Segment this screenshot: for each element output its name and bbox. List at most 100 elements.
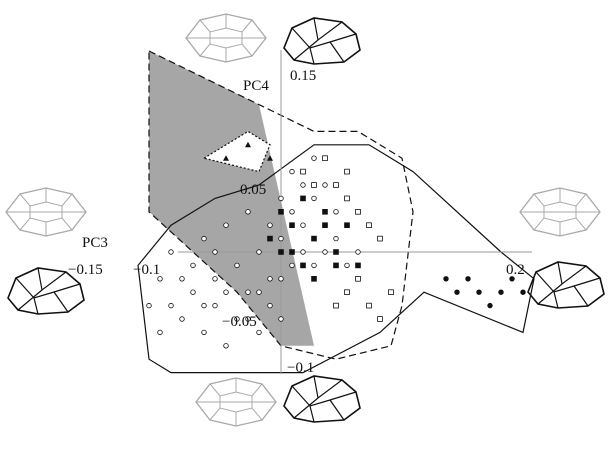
bottom-skull-dorsal-icon [195, 377, 277, 427]
data-point-filled-square [322, 222, 328, 229]
data-point-open-square [377, 316, 383, 322]
data-point-filled-square [355, 262, 361, 269]
data-point-open-circle [278, 276, 284, 282]
data-point-open-circle [146, 302, 152, 309]
data-point-open-circle [267, 276, 273, 282]
data-point-open-square [388, 289, 394, 295]
bottom-skull-lateral-icon [283, 375, 361, 423]
data-point-filled-square [333, 249, 339, 255]
data-point-open-circle [355, 249, 361, 255]
data-point-open-circle [179, 316, 185, 322]
right-skull-lateral-icon [527, 261, 605, 309]
data-point-open-circle [289, 209, 295, 215]
data-point-open-square [333, 182, 339, 188]
y-tick-label: 0.15 [290, 68, 316, 84]
data-point-filled-square [311, 275, 317, 282]
data-point-open-circle [267, 302, 273, 309]
data-point-open-circle [322, 182, 328, 188]
data-point-open-square [333, 302, 339, 309]
data-point-filled-square [300, 195, 306, 202]
points-layer [146, 141, 526, 349]
hulls-layer [137, 50, 535, 374]
data-point-open-circle [190, 262, 196, 269]
right-skull-dorsal-icon [519, 187, 601, 237]
data-point-filled-square [278, 208, 284, 215]
data-point-open-circle [201, 235, 207, 242]
data-point-open-circle [212, 302, 218, 309]
data-point-open-circle [322, 249, 328, 255]
data-point-filled-square [333, 262, 339, 269]
data-point-open-circle [267, 222, 273, 228]
data-point-open-circle [201, 329, 207, 336]
data-point-open-square [366, 302, 372, 309]
y-tick-label: −0.1 [287, 360, 314, 376]
data-point-filled-circle [509, 276, 515, 282]
data-point-filled-square [267, 235, 273, 242]
left-skull-dorsal-icon [5, 187, 87, 237]
data-point-open-circle [278, 195, 284, 202]
data-point-open-circle [344, 262, 350, 269]
hull-dotted-filled [202, 130, 271, 173]
data-point-open-circle [245, 316, 251, 322]
data-point-open-circle [278, 235, 284, 242]
data-point-filled-square [344, 222, 350, 229]
data-point-open-circle [234, 262, 240, 269]
data-point-open-square [344, 195, 350, 202]
data-point-open-circle [256, 289, 262, 295]
data-point-open-circle [311, 262, 317, 269]
data-point-open-circle [289, 168, 295, 175]
data-point-open-circle [223, 343, 229, 349]
data-point-open-circle [157, 276, 163, 282]
data-point-open-square [377, 235, 383, 242]
data-point-open-circle [168, 249, 174, 255]
data-point-open-circle [245, 289, 251, 295]
data-point-open-circle [223, 222, 229, 228]
hull-solid [137, 144, 535, 374]
data-point-open-circle [212, 249, 218, 255]
data-point-open-circle [190, 289, 196, 295]
top-skull-lateral-icon [283, 17, 361, 65]
data-point-open-circle [289, 262, 295, 269]
data-point-open-square [311, 182, 317, 188]
data-point-filled-triangle [223, 155, 229, 161]
data-point-filled-square [300, 262, 306, 269]
shaded-region [149, 51, 314, 346]
data-point-filled-circle [443, 276, 449, 282]
data-point-open-square [355, 208, 361, 215]
data-point-open-circle [234, 316, 240, 322]
data-point-open-square [366, 222, 372, 229]
data-point-open-circle [300, 249, 306, 255]
data-point-open-circle [179, 276, 185, 282]
data-point-filled-triangle [245, 141, 251, 148]
data-point-open-circle [201, 302, 207, 309]
x-axis-label: PC3 [82, 235, 108, 251]
x-tick-label: −0.1 [133, 262, 160, 278]
y-tick-label: 0.05 [240, 182, 266, 198]
data-point-filled-square [289, 222, 295, 229]
data-point-open-circle [256, 329, 262, 336]
data-point-open-circle [212, 276, 218, 282]
data-point-open-circle [278, 316, 284, 322]
data-point-filled-square [322, 208, 328, 215]
data-point-open-square [322, 155, 328, 162]
data-point-open-circle [157, 329, 163, 336]
data-point-filled-square [289, 249, 295, 255]
data-point-open-circle [245, 209, 251, 215]
data-point-filled-circle [487, 302, 493, 309]
data-point-open-circle [333, 235, 339, 242]
y-axis-label: PC4 [243, 78, 269, 94]
data-point-filled-square [311, 235, 317, 242]
y-tick-label: −0.05 [222, 314, 257, 330]
data-point-open-circle [333, 209, 339, 215]
data-point-open-square [300, 168, 306, 175]
data-point-open-circle [311, 195, 317, 202]
data-point-filled-circle [476, 289, 482, 295]
data-point-filled-square [278, 249, 284, 255]
data-point-open-square [344, 289, 350, 295]
data-point-filled-circle [454, 289, 460, 295]
data-point-filled-triangle [267, 155, 273, 161]
data-point-open-square [355, 275, 361, 282]
x-tick-label: 0.2 [506, 262, 525, 278]
data-point-open-square [344, 168, 350, 175]
